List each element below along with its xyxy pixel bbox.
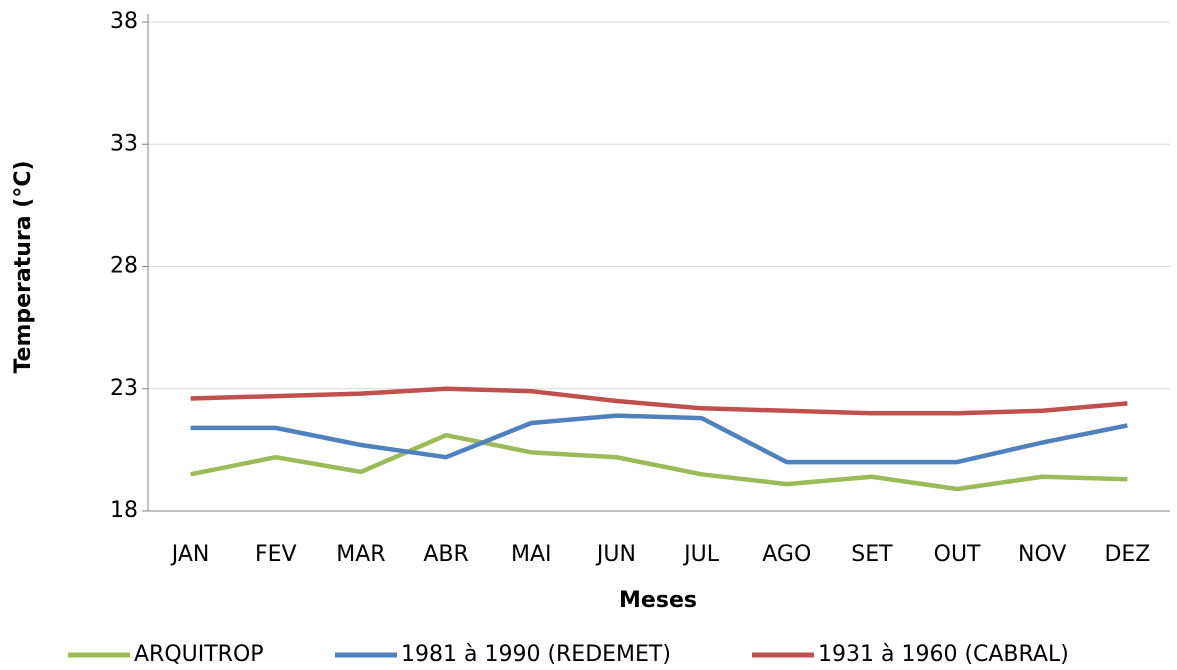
x-tick-label: DEZ: [1104, 542, 1150, 567]
y-tick-label: 23: [110, 376, 138, 401]
y-tick-label: 38: [110, 9, 138, 34]
y-tick-label: 18: [110, 498, 138, 523]
y-axis-title: Temperatura (°C): [11, 160, 36, 373]
legend-label: ARQUITROP: [134, 642, 264, 667]
legend-label: 1981 à 1990 (REDEMET): [401, 642, 671, 667]
series-line: [190, 413, 1128, 465]
x-tick-label: MAI: [511, 542, 552, 567]
x-tick-label: OUT: [934, 542, 981, 567]
x-tick-label: MAR: [336, 542, 385, 567]
x-tick-label: FEV: [255, 542, 297, 567]
x-tick-label: JAN: [170, 542, 210, 567]
x-tick-label: AGO: [762, 542, 811, 567]
x-tick-label: JUN: [595, 542, 636, 567]
y-tick-label: 28: [110, 254, 138, 279]
x-tick-label: SET: [851, 542, 893, 567]
legend-label: 1931 à 1960 (CABRAL): [818, 642, 1069, 667]
series-line: [190, 432, 1128, 492]
series-line: [190, 386, 1128, 416]
y-tick-label: 33: [110, 131, 138, 156]
x-tick-label: JUL: [682, 542, 720, 567]
x-tick-label: NOV: [1018, 542, 1066, 567]
x-axis-title: Meses: [619, 588, 697, 613]
x-tick-label: ABR: [423, 542, 468, 567]
